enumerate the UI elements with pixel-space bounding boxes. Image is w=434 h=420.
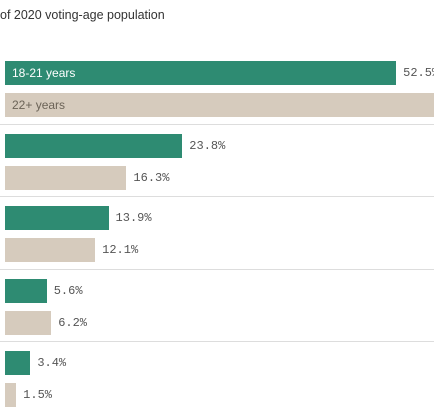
bar-young [5,133,183,158]
bar-older: 22+ years [5,93,434,117]
chart-subtitle: of 2020 voting-age population [0,8,165,22]
value-label-young: 3.4% [37,356,67,370]
bar-young [5,278,47,303]
bar-young: 18-21 years [5,61,397,85]
legend-label-young: 18-21 years [12,66,76,80]
value-label-older: 16.3% [133,170,170,185]
value-label-young: 5.6% [53,283,83,298]
value-label-young: 13.9% [115,211,152,225]
bar-young [5,351,31,375]
group-divider [0,196,434,197]
bar-older [5,165,127,190]
bar-young [5,206,109,230]
value-label-young: 52.5% [403,66,434,80]
value-label-older: 6.2% [58,315,87,330]
group-divider [0,123,434,125]
value-label-young: 23.8% [189,138,226,153]
group-divider [0,341,434,342]
value-label-older: 1.5% [23,388,52,402]
value-label-older: 12.1% [102,243,139,257]
bar-older [5,238,96,262]
legend-label-older: 22+ years [12,98,66,112]
group-divider [0,268,434,270]
bar-older [5,310,52,335]
bar-older [5,383,17,407]
